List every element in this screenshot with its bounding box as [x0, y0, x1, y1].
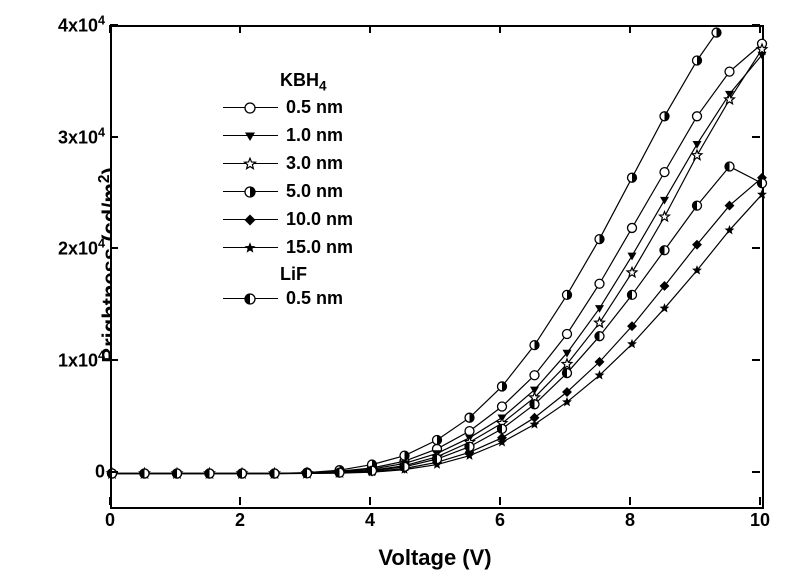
legend-marker: [220, 292, 280, 306]
legend-label: 1.0 nm: [286, 125, 343, 146]
xtick-label: 0: [105, 510, 115, 531]
legend-label: 10.0 nm: [286, 209, 353, 230]
xtick-label: 10: [750, 510, 770, 531]
ytick-label: 4x104: [58, 14, 105, 37]
legend-row: 3.0 nm: [220, 152, 353, 176]
plot-svg: [112, 27, 762, 507]
xtick-label: 8: [625, 510, 635, 531]
legend-row: 0.5 nm: [220, 287, 353, 311]
xtick-label: 2: [235, 510, 245, 531]
ytick-label: 2x104: [58, 237, 105, 260]
legend-marker: [220, 129, 280, 143]
legend-label: 5.0 nm: [286, 181, 343, 202]
legend-row: 0.5 nm: [220, 96, 353, 120]
legend-marker: [220, 241, 280, 255]
legend-row: 1.0 nm: [220, 124, 353, 148]
plot-area: [110, 25, 764, 509]
legend-label: 3.0 nm: [286, 153, 343, 174]
ytick-label: 3x104: [58, 125, 105, 148]
legend: KBH4 0.5 nm 1.0 nm 3.0 nm 5.0 nm 10.0 nm 15.…: [220, 70, 353, 315]
legend-marker: [220, 213, 280, 227]
legend-row: 5.0 nm: [220, 180, 353, 204]
legend-label: 15.0 nm: [286, 237, 353, 258]
legend-items: 0.5 nm 1.0 nm 3.0 nm 5.0 nm 10.0 nm 15.0 nm: [220, 96, 353, 260]
legend-items2: 0.5 nm: [220, 287, 353, 311]
xtick-label: 6: [495, 510, 505, 531]
x-axis-label: Voltage (V): [378, 545, 491, 571]
legend-marker: [220, 101, 280, 115]
legend-row: 10.0 nm: [220, 208, 353, 232]
legend-label: 0.5 nm: [286, 97, 343, 118]
xtick-label: 4: [365, 510, 375, 531]
legend-label: 0.5 nm: [286, 288, 343, 309]
ytick-label: 0: [95, 461, 105, 482]
chart-container: Brightness (cd/m2) Voltage (V): [0, 0, 800, 575]
legend-row: 15.0 nm: [220, 236, 353, 260]
legend-title-lif: LiF: [280, 264, 353, 285]
ytick-label: 1x104: [58, 348, 105, 371]
legend-title-kbh4: KBH4: [280, 70, 353, 94]
legend-marker: [220, 157, 280, 171]
legend-marker: [220, 185, 280, 199]
